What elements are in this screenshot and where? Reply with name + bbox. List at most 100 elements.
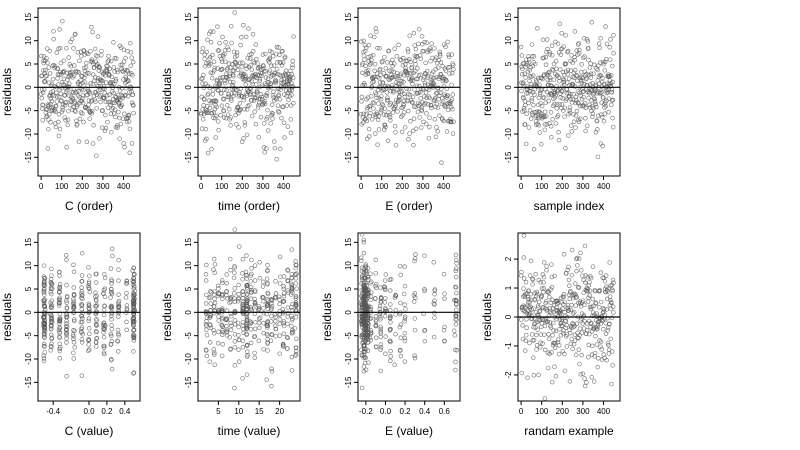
data-point xyxy=(410,94,416,100)
y-tick-label: 15 xyxy=(184,12,193,21)
data-point xyxy=(361,38,367,44)
data-point xyxy=(40,90,46,95)
data-point xyxy=(126,78,131,84)
data-point xyxy=(377,80,383,85)
data-point xyxy=(276,45,281,50)
data-point xyxy=(45,60,50,66)
data-point xyxy=(281,331,287,337)
plot-frame xyxy=(37,7,141,177)
data-point xyxy=(552,95,558,100)
data-point xyxy=(52,84,57,89)
data-point xyxy=(289,282,295,288)
data-point xyxy=(528,116,534,121)
data-point xyxy=(451,328,457,334)
data-point xyxy=(549,274,555,280)
data-point xyxy=(131,338,137,343)
data-point xyxy=(116,298,122,304)
data-point xyxy=(401,110,407,115)
data-point xyxy=(383,334,388,339)
data-point xyxy=(290,65,295,70)
data-point xyxy=(546,332,551,337)
data-point xyxy=(368,297,373,303)
data-point xyxy=(230,79,236,85)
data-point xyxy=(269,102,275,107)
data-point xyxy=(382,106,388,111)
data-point xyxy=(523,338,529,343)
data-point xyxy=(596,63,601,68)
data-point xyxy=(274,66,280,72)
data-point xyxy=(275,93,281,99)
x-tick-label: -0.2 xyxy=(359,407,373,416)
data-point xyxy=(519,88,524,94)
data-point xyxy=(422,287,427,292)
data-point xyxy=(42,79,47,85)
data-point xyxy=(79,285,84,290)
data-point xyxy=(393,130,398,135)
data-point xyxy=(49,298,54,303)
data-point xyxy=(65,122,70,128)
data-point xyxy=(240,60,245,66)
data-point xyxy=(261,121,267,126)
data-point xyxy=(360,61,365,66)
data-point xyxy=(231,73,236,79)
data-point xyxy=(290,62,295,68)
data-point xyxy=(48,300,53,306)
data-point xyxy=(234,50,240,55)
data-point xyxy=(368,315,374,321)
data-point xyxy=(58,60,64,66)
data-point xyxy=(586,95,591,101)
data-point xyxy=(598,73,604,78)
data-point xyxy=(413,252,418,257)
data-point xyxy=(228,267,233,273)
data-point xyxy=(220,280,225,286)
data-point xyxy=(214,104,219,110)
data-point xyxy=(599,347,604,352)
data-point xyxy=(64,145,69,150)
data-point xyxy=(378,345,384,350)
data-point xyxy=(535,327,541,332)
data-point xyxy=(247,102,252,108)
data-point xyxy=(542,109,548,115)
data-point xyxy=(524,316,529,322)
data-point xyxy=(434,125,439,130)
data-point xyxy=(85,51,91,57)
y-tick-label: -5 xyxy=(344,332,353,340)
data-point xyxy=(67,73,72,78)
data-point xyxy=(584,123,590,129)
data-point xyxy=(241,136,246,141)
data-point xyxy=(554,299,560,304)
data-point xyxy=(387,68,392,73)
y-tick-label: -5 xyxy=(184,332,193,340)
data-point xyxy=(374,282,379,287)
data-point xyxy=(608,306,614,311)
data-point xyxy=(269,301,274,306)
data-point xyxy=(418,56,424,61)
data-point xyxy=(209,75,215,81)
data-point xyxy=(587,288,593,293)
data-point xyxy=(575,100,581,105)
data-point xyxy=(402,338,408,344)
data-point xyxy=(543,54,549,60)
data-point xyxy=(543,114,549,119)
data-point xyxy=(243,82,249,87)
data-point xyxy=(595,326,600,332)
data-point xyxy=(386,110,391,115)
data-point xyxy=(388,302,393,307)
data-point xyxy=(204,315,210,320)
data-point xyxy=(80,316,85,321)
data-point xyxy=(281,323,287,329)
data-point xyxy=(122,144,127,150)
data-point xyxy=(541,286,547,291)
data-point xyxy=(577,103,583,109)
data-point xyxy=(48,289,54,295)
data-point xyxy=(200,107,205,112)
data-point xyxy=(421,119,426,125)
data-point xyxy=(290,327,295,333)
data-point xyxy=(574,48,579,53)
data-point xyxy=(574,108,580,114)
data-point xyxy=(382,295,388,301)
data-point xyxy=(548,123,554,129)
data-point xyxy=(562,351,567,357)
data-point xyxy=(386,48,392,54)
